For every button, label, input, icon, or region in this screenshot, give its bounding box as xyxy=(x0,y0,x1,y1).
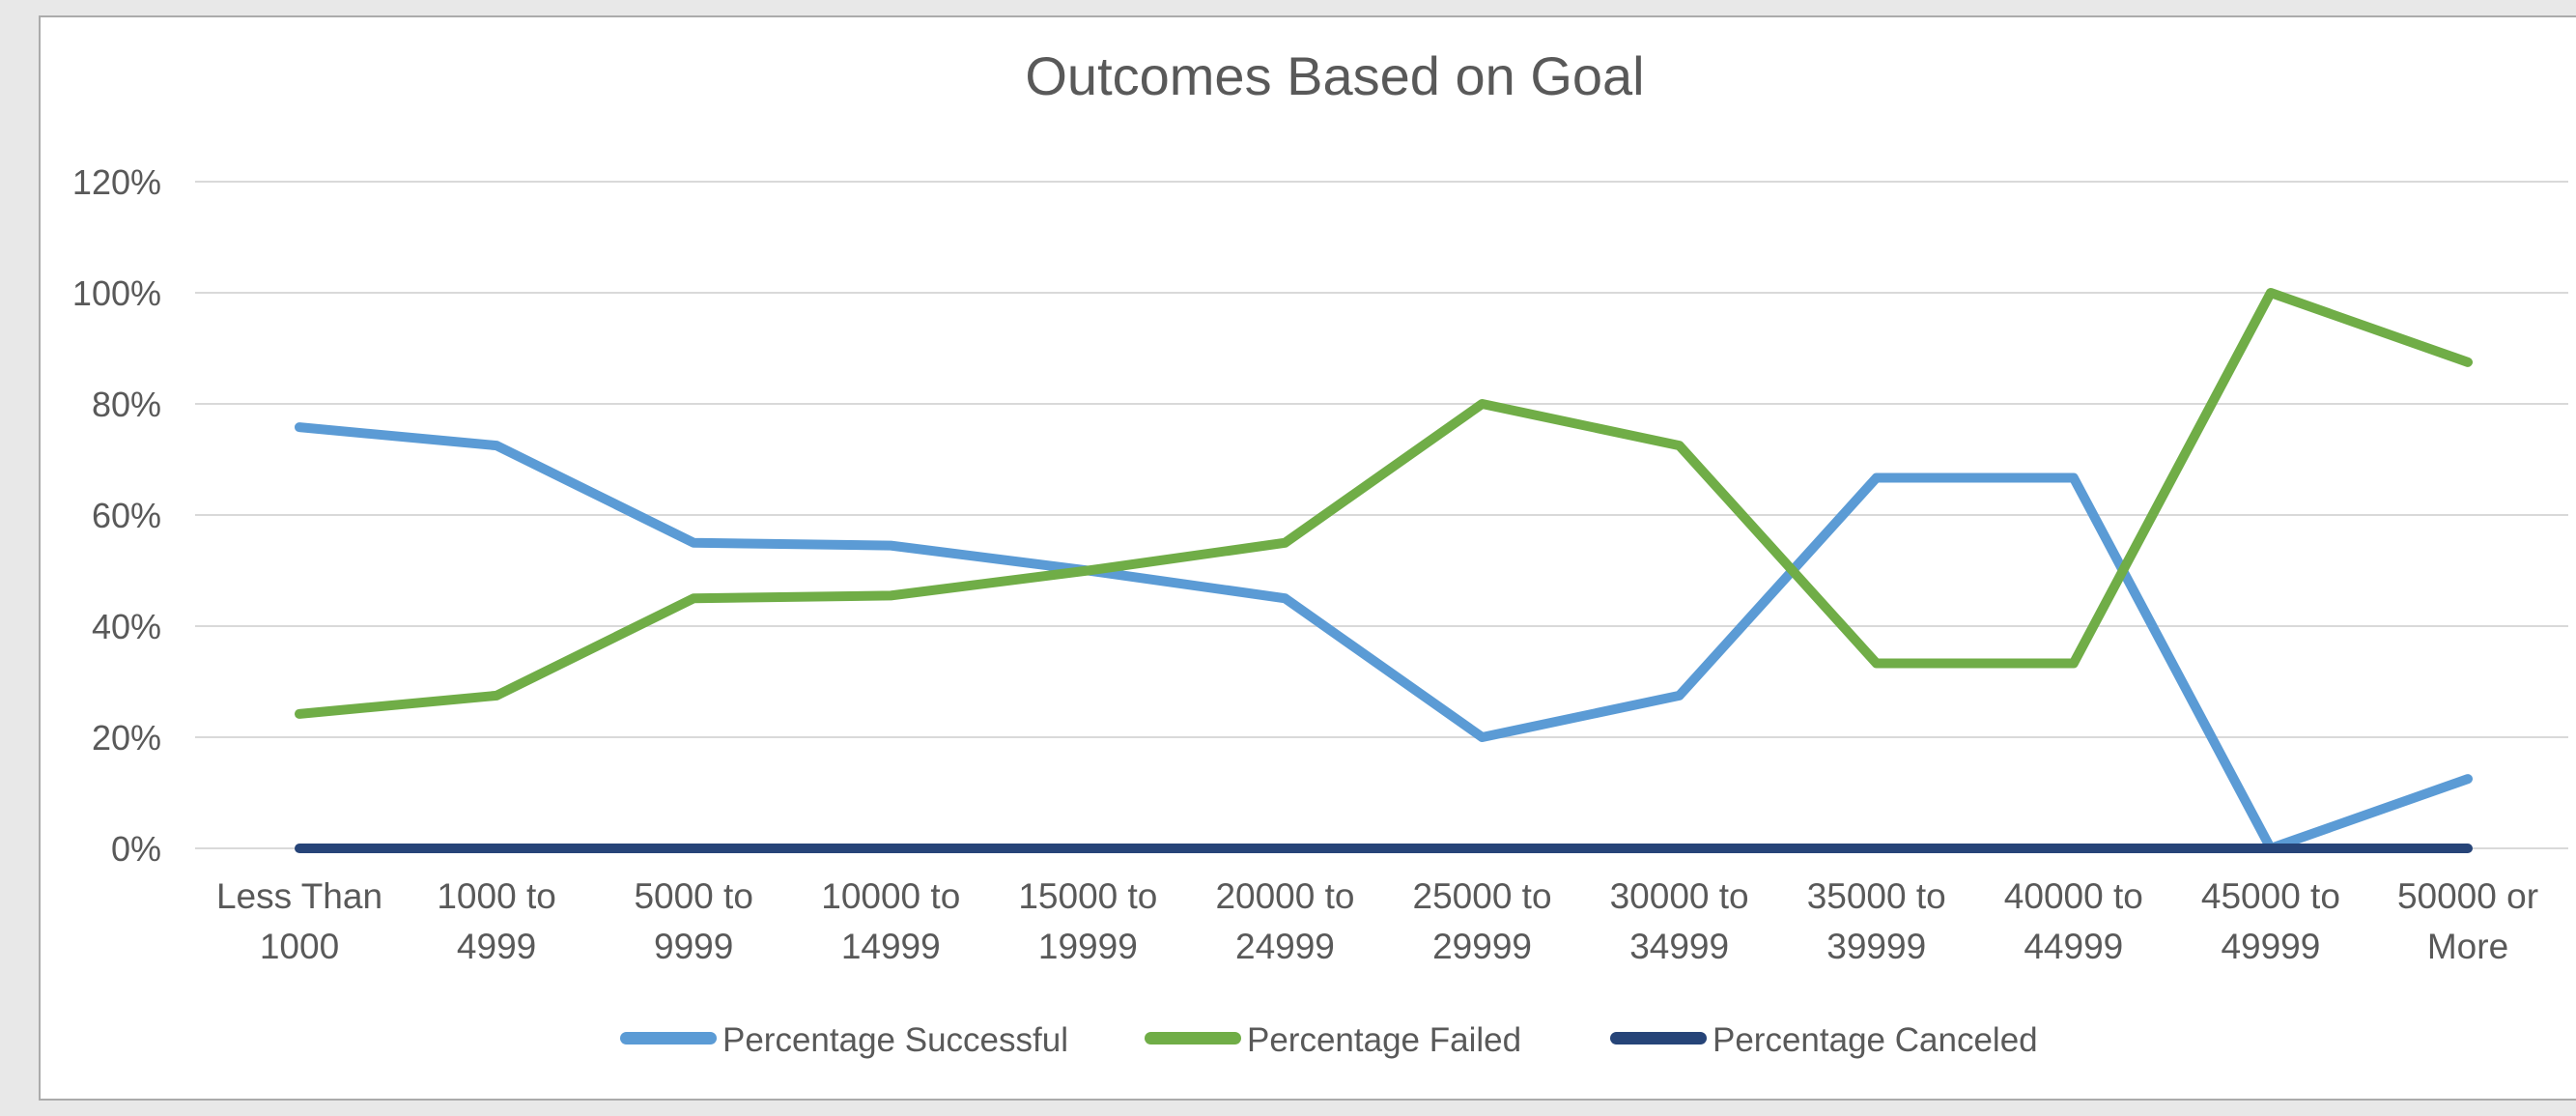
x-tick-label: 40000 to 44999 xyxy=(2004,876,2143,966)
chart-frame: 0% 20% 40% 60% 80% 100% 120% Less Than 1000 1000… xyxy=(39,15,2576,1101)
line-chart: 0% 20% 40% 60% 80% 100% 120% Less Than 1000 1000… xyxy=(72,45,2568,1059)
y-tick-label: 20% xyxy=(92,718,161,758)
y-axis-labels: 0% 20% 40% 60% 80% 100% 120% xyxy=(72,162,161,869)
x-tick-label: 10000 to 14999 xyxy=(821,876,960,966)
chart-title: Outcomes Based on Goal xyxy=(1025,45,1644,106)
x-axis-labels: Less Than 1000 1000 to 4999 5000 to 9999 10000… xyxy=(216,876,2538,966)
y-tick-label: 0% xyxy=(111,829,161,869)
x-tick-label: 45000 to 49999 xyxy=(2201,876,2340,966)
legend-swatch-percentage-successful xyxy=(620,1032,717,1044)
x-tick-label: 35000 to 39999 xyxy=(1807,876,1946,966)
legend: Percentage Successful Percentage Failed Pe… xyxy=(620,1021,2038,1059)
legend-label-percentage-canceled: Percentage Canceled xyxy=(1713,1021,2038,1059)
x-tick-label: 25000 to 29999 xyxy=(1413,876,1552,966)
x-tick-label: Less Than 1000 xyxy=(216,876,382,966)
series-layer xyxy=(295,288,2473,853)
x-tick-label: 50000 or More xyxy=(2397,876,2538,966)
series-line-percentage-failed xyxy=(295,288,2473,719)
y-tick-label: 80% xyxy=(92,385,161,424)
legend-swatch-percentage-canceled xyxy=(1610,1032,1707,1044)
y-tick-label: 120% xyxy=(72,162,161,202)
legend-label-percentage-failed: Percentage Failed xyxy=(1247,1021,1521,1059)
gridlines-layer xyxy=(195,181,2568,849)
x-tick-label: 1000 to 4999 xyxy=(437,876,555,966)
x-tick-label: 20000 to 24999 xyxy=(1215,876,1354,966)
series-line-percentage-successful xyxy=(295,422,2473,853)
legend-swatch-percentage-failed xyxy=(1145,1032,1241,1044)
x-tick-label: 15000 to 19999 xyxy=(1018,876,1157,966)
x-tick-label: 30000 to 34999 xyxy=(1610,876,1749,966)
y-tick-label: 40% xyxy=(92,607,161,646)
x-tick-label: 5000 to 9999 xyxy=(634,876,752,966)
y-tick-label: 100% xyxy=(72,273,161,313)
y-tick-label: 60% xyxy=(92,496,161,535)
legend-label-percentage-successful: Percentage Successful xyxy=(722,1021,1068,1059)
